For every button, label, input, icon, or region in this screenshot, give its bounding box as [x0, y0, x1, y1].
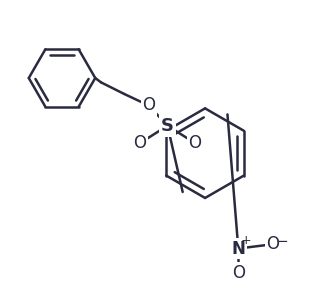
Text: S: S — [161, 117, 174, 135]
Text: N: N — [231, 240, 245, 257]
Text: −: − — [276, 234, 289, 249]
Text: O: O — [266, 235, 279, 253]
Text: O: O — [134, 134, 146, 152]
Text: O: O — [189, 134, 201, 152]
Text: O: O — [232, 264, 245, 282]
Text: O: O — [142, 97, 155, 114]
Text: +: + — [241, 234, 252, 247]
